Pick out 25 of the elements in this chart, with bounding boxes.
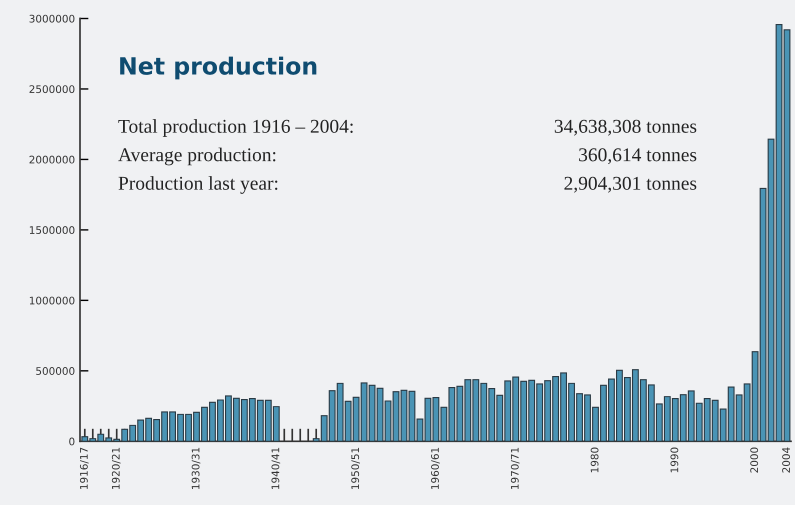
annotation: Production last year: — [118, 176, 278, 194]
x-tick-label: 1950/51 — [351, 448, 360, 489]
annotation: Total production 1916 – 2004: — [118, 119, 353, 137]
y-tick-label: 1500000 — [30, 226, 74, 234]
y-tick-label: 1000000 — [30, 296, 74, 304]
x-tick-label: 1980 — [590, 448, 599, 472]
x-tick-label: 1920/21 — [112, 448, 121, 489]
x-tick-label: 2004 — [782, 447, 790, 473]
y-tick-label: 2000000 — [30, 156, 74, 164]
text: Net production — [120, 56, 316, 80]
y-tick-label: 0 — [69, 438, 74, 446]
y-tick-label: 500000 — [36, 367, 74, 375]
y-tick-label: 2500000 — [30, 85, 74, 94]
annotation: Average production: — [118, 148, 276, 166]
x-tick-label: 2000 — [750, 448, 758, 473]
annotation: 360,614 tonnes — [579, 148, 696, 164]
x-tick-label: 1960/61 — [431, 448, 440, 489]
x-tick-label: 1990 — [670, 448, 678, 472]
annotation: 2,904,301 tonnes — [564, 176, 696, 193]
y-tick-label: 3000000 — [30, 14, 74, 23]
x-tick-label: 1970/71 — [510, 448, 520, 489]
x-tick-label: 1940/41 — [271, 448, 280, 489]
x-tick-label: 1930/31 — [192, 448, 200, 489]
annotation: 34,638,308 tonnes — [554, 120, 696, 136]
x-tick-label: 1916/17 — [80, 448, 89, 489]
